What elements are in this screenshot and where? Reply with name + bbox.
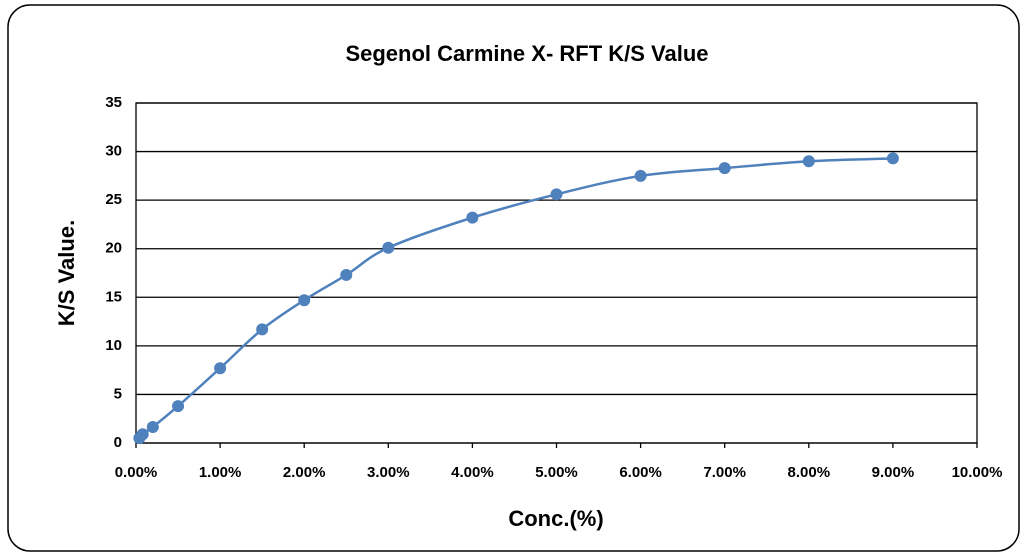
- y-tick-label: 35: [105, 94, 122, 111]
- y-tick-label: 5: [114, 385, 122, 402]
- x-tick-label: 3.00%: [367, 464, 410, 481]
- x-tick-label: 5.00%: [535, 464, 578, 481]
- x-tick-label: 8.00%: [788, 464, 831, 481]
- data-point: [802, 155, 815, 168]
- data-point: [146, 420, 159, 433]
- y-tick-label: 25: [105, 191, 122, 208]
- data-point: [886, 152, 899, 165]
- x-tick-label: 9.00%: [872, 464, 915, 481]
- y-tick-label: 15: [105, 288, 122, 305]
- y-tick-label: 20: [105, 240, 122, 257]
- chart-title: Segenol Carmine X- RFT K/S Value: [345, 41, 708, 66]
- chart-frame: [7, 4, 1020, 552]
- data-point: [136, 428, 149, 441]
- plot-frame: [135, 102, 978, 444]
- data-point: [214, 362, 227, 375]
- data-point: [340, 268, 353, 281]
- x-tick-label: 7.00%: [703, 464, 746, 481]
- y-axis-label: K/S Value.: [54, 220, 79, 326]
- y-tick-label: 0: [114, 434, 122, 451]
- x-tick-label: 2.00%: [283, 464, 326, 481]
- y-tick-label: 30: [105, 143, 122, 160]
- data-point: [466, 211, 479, 224]
- x-tick-label: 4.00%: [451, 464, 494, 481]
- x-tick-label: 1.00%: [199, 464, 242, 481]
- x-tick-label: 10.00%: [952, 464, 1003, 481]
- data-point: [298, 294, 311, 307]
- data-point: [382, 241, 395, 254]
- data-point: [256, 323, 269, 336]
- x-tick-label: 6.00%: [619, 464, 662, 481]
- data-point: [172, 400, 185, 413]
- x-axis-label: Conc.(%): [508, 506, 603, 531]
- x-tick-label: 0.00%: [115, 464, 158, 481]
- y-tick-label: 10: [105, 337, 122, 354]
- data-point: [718, 162, 731, 175]
- data-point: [634, 169, 647, 182]
- data-point: [550, 188, 563, 201]
